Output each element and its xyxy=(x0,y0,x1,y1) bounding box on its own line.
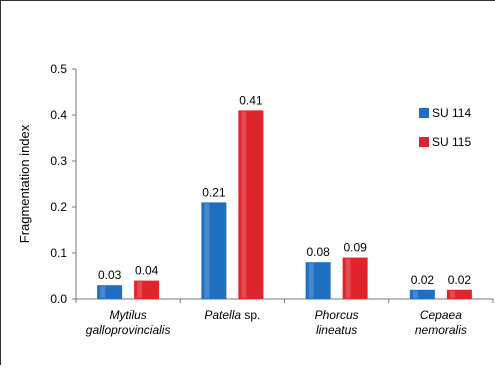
data-label: 0.02 xyxy=(411,273,435,287)
bar-highlight xyxy=(100,286,106,298)
category-label: Cepaea xyxy=(420,308,462,322)
data-label: 0.09 xyxy=(343,241,367,255)
y-axis-title: Fragmentation index xyxy=(17,124,32,243)
y-tick-label: 0.4 xyxy=(50,108,67,122)
bar xyxy=(446,289,472,299)
category-label-line2: galloprovincialis xyxy=(86,323,171,337)
category-label-italic: Mytilus xyxy=(109,308,146,322)
category-label-normal: sp. xyxy=(241,308,260,322)
legend-swatch xyxy=(419,108,429,118)
legend-swatch xyxy=(419,137,429,147)
bar xyxy=(305,262,331,299)
data-labels: 0.03 0.04 0.21 0.41 0.08 0.09 0.02 0.02 xyxy=(98,93,471,286)
data-label: 0.03 xyxy=(98,268,122,282)
bar-highlight xyxy=(241,111,247,299)
y-tick-label: 0.3 xyxy=(50,154,67,168)
category-label-italic: Cepaea xyxy=(420,308,462,322)
data-label: 0.08 xyxy=(306,245,330,259)
legend-label: SU 114 xyxy=(432,106,471,120)
category-label: Mytilus xyxy=(109,308,146,322)
y-tick-label: 0.5 xyxy=(50,62,67,76)
bar-highlight xyxy=(345,258,351,298)
y-tick-label: 0.2 xyxy=(50,200,67,214)
category-label: Patella sp. xyxy=(204,308,260,322)
category-label-italic: Patella xyxy=(204,308,241,322)
legend-label: SU 115 xyxy=(432,135,471,149)
bars xyxy=(97,110,472,300)
bar-highlight xyxy=(308,263,314,298)
bar xyxy=(238,110,264,300)
bar xyxy=(409,289,435,299)
data-label: 0.02 xyxy=(448,273,472,287)
data-label: 0.21 xyxy=(202,185,226,199)
y-tick-label: 0.0 xyxy=(50,292,67,306)
bar-highlight xyxy=(449,290,455,298)
bar xyxy=(97,285,123,299)
bar-highlight xyxy=(412,290,418,298)
data-label: 0.04 xyxy=(135,264,159,278)
category-label-line2: nemoralis xyxy=(415,323,467,337)
bar-highlight xyxy=(204,203,210,298)
category-label: Phorcus xyxy=(315,308,359,322)
category-label-line2: lineatus xyxy=(316,323,357,337)
data-label: 0.41 xyxy=(239,93,263,107)
category-label-italic: Phorcus xyxy=(315,308,359,322)
bar-highlight xyxy=(137,281,143,298)
legend: SU 114 SU 115 xyxy=(419,106,471,149)
y-tick-label: 0.1 xyxy=(50,246,67,260)
bar xyxy=(201,202,227,299)
bar xyxy=(134,280,160,299)
bar xyxy=(342,257,368,299)
